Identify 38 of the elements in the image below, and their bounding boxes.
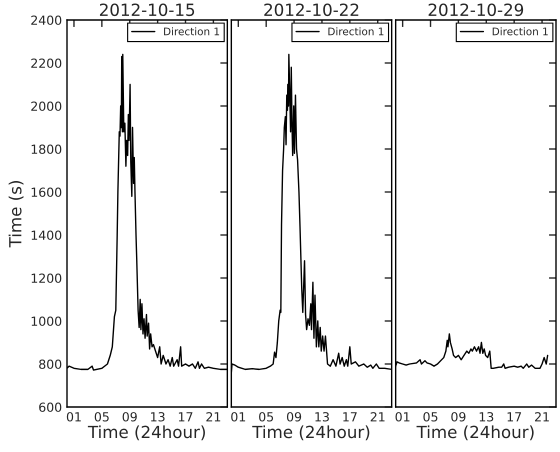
x-tick-label: 21 bbox=[535, 412, 549, 422]
x-tick-label: 17 bbox=[508, 412, 522, 422]
x-axis-title: Time (24hour) bbox=[416, 425, 534, 440]
x-tick-label: 01 bbox=[66, 412, 81, 422]
x-tick-label: 13 bbox=[315, 412, 329, 422]
x-tick-label: 17 bbox=[343, 412, 357, 422]
x-tick-label: 01 bbox=[396, 412, 410, 422]
x-tick-label: 09 bbox=[122, 412, 137, 422]
y-tick-label: 2200 bbox=[31, 58, 62, 68]
x-tick-label: 09 bbox=[451, 412, 466, 422]
x-tick-label: 13 bbox=[480, 412, 494, 422]
x-tick-label: 17 bbox=[178, 412, 192, 422]
chart-title: 2012-10-22 bbox=[264, 3, 358, 16]
x-tick-label: 05 bbox=[94, 412, 109, 422]
y-tick-label: 800 bbox=[39, 359, 62, 369]
x-tick-label: 01 bbox=[231, 412, 246, 422]
x-axis-title: Time (24hour) bbox=[252, 425, 370, 440]
y-axis-title: Time (s) bbox=[8, 181, 24, 248]
legend-label: Direction 1 bbox=[164, 27, 220, 36]
y-tick-label: 600 bbox=[39, 402, 62, 412]
x-tick-label: 05 bbox=[423, 412, 438, 422]
x-tick-label: 13 bbox=[151, 412, 165, 422]
y-tick-label: 1600 bbox=[32, 187, 62, 197]
y-tick-label: 1800 bbox=[32, 144, 62, 154]
legend-label: Direction 1 bbox=[328, 27, 384, 36]
x-tick-label: 21 bbox=[206, 412, 220, 422]
chart-title: 2012-10-29 bbox=[428, 3, 524, 16]
y-tick-label: 2400 bbox=[31, 15, 62, 25]
y-tick-label: 2000 bbox=[31, 101, 62, 111]
y-tick-label: 1200 bbox=[32, 273, 62, 283]
y-tick-label: 1000 bbox=[32, 316, 62, 326]
x-tick-label: 09 bbox=[286, 412, 302, 422]
legend-label: Direction 1 bbox=[492, 27, 548, 36]
x-tick-label: 21 bbox=[370, 412, 385, 422]
chart-title: 2012-10-15 bbox=[100, 3, 194, 16]
x-axis-title: Time (24hour) bbox=[88, 425, 205, 440]
y-tick-label: 1400 bbox=[32, 230, 62, 240]
x-tick-label: 05 bbox=[259, 412, 274, 422]
